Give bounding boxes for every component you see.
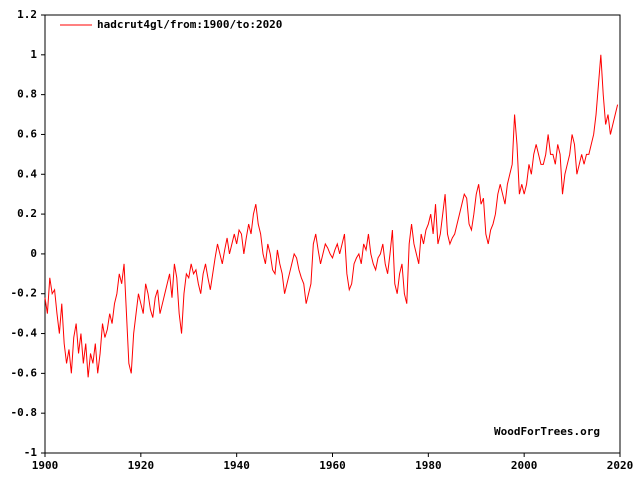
x-tick-label: 1980 [415,459,442,472]
y-tick-label: 1 [30,48,37,61]
y-tick-label: 1.2 [17,8,37,21]
annotation: WoodForTrees.org [494,425,600,438]
y-tick-label: -0.6 [11,366,38,379]
x-tick-label: 2020 [607,459,634,472]
x-tick-label: 1900 [32,459,59,472]
y-tick-label: -1 [24,446,38,459]
y-tick-label: 0.2 [17,207,37,220]
y-tick-label: 0.6 [17,127,37,140]
legend-label: hadcrut4gl/from:1900/to:2020 [97,18,282,31]
y-tick-label: -0.2 [11,287,38,300]
data-line [44,54,619,378]
x-tick-label: 1920 [128,459,155,472]
plot-frame [44,14,621,454]
x-tick-label: 1960 [319,459,346,472]
y-tick-label: 0.4 [17,167,37,180]
x-tick-label: 2000 [511,459,538,472]
y-tick-label: -0.8 [11,406,38,419]
y-tick-label: 0 [30,247,37,260]
x-tick-label: 1940 [223,459,250,472]
y-tick-label: -0.4 [11,327,38,340]
y-tick-label: 0.8 [17,88,37,101]
